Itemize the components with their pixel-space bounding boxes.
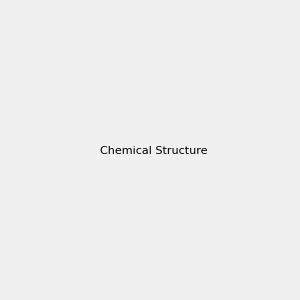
Text: Chemical Structure: Chemical Structure (100, 146, 208, 157)
